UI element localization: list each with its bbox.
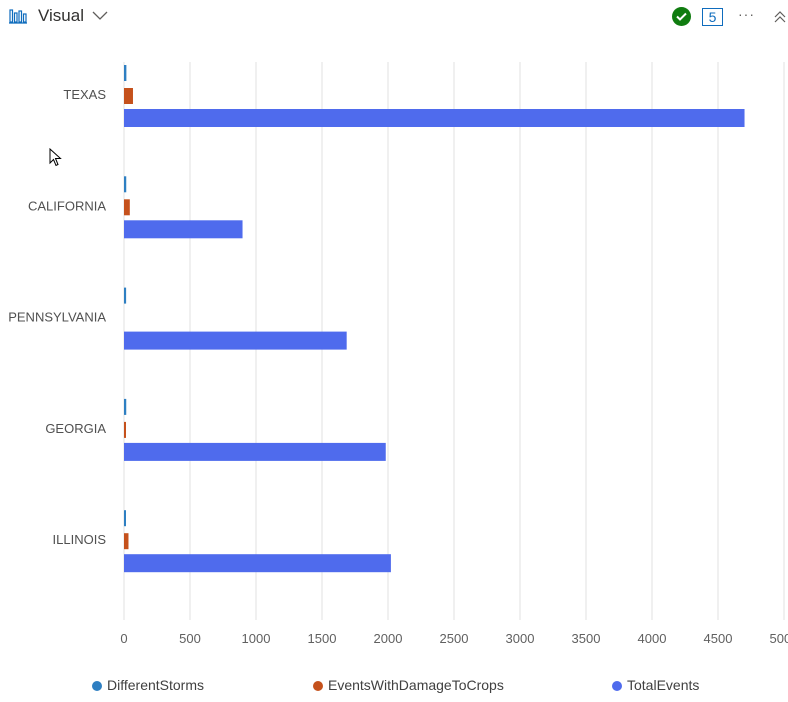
bar-EventsWithDamageToCrops-california[interactable] <box>124 199 130 216</box>
bar-TotalEvents-georgia[interactable] <box>124 442 386 461</box>
x-tick-label: 2500 <box>440 631 469 646</box>
x-tick-label: 5000 <box>770 631 788 646</box>
bar-DifferentStorms-california[interactable] <box>124 176 127 193</box>
bar-TotalEvents-texas[interactable] <box>124 109 745 127</box>
legend-label: EventsWithDamageToCrops <box>328 677 504 693</box>
x-tick-label: 0 <box>120 631 127 646</box>
chevron-down-icon[interactable] <box>92 10 108 22</box>
success-check-icon <box>672 7 691 26</box>
mouse-pointer-icon <box>49 148 62 167</box>
visual-header: Visual 5 ··· <box>0 0 788 34</box>
category-labels: TEXAS CALIFORNIA PENNSYLVANIA GEORGIA ILLINO… <box>8 87 106 547</box>
bar-DifferentStorms-georgia[interactable] <box>124 398 127 415</box>
collapse-up-icon[interactable] <box>774 10 786 24</box>
bar-EventsWithDamageToCrops-illinois[interactable] <box>124 533 129 550</box>
bar-TotalEvents-california[interactable] <box>124 220 243 239</box>
legend-dot-icon <box>313 681 323 691</box>
x-axis-tick-labels: 0 500 1000 1500 2000 2500 3000 3500 4000 4500 5000 <box>120 631 788 646</box>
category-label: GEORGIA <box>45 421 106 436</box>
bar-EventsWithDamageToCrops-texas[interactable] <box>124 88 133 104</box>
bar-DifferentStorms-illinois[interactable] <box>124 510 126 527</box>
category-label: ILLINOIS <box>53 532 107 547</box>
category-label: CALIFORNIA <box>28 198 106 213</box>
x-tick-label: 4500 <box>704 631 733 646</box>
legend-item[interactable]: EventsWithDamageToCrops <box>313 677 504 693</box>
bar-DifferentStorms-texas[interactable] <box>124 65 127 81</box>
bar-DifferentStorms-pennsylvania[interactable] <box>124 287 127 304</box>
x-tick-label: 3000 <box>506 631 535 646</box>
legend-item[interactable]: DifferentStorms <box>92 677 204 693</box>
bar-TotalEvents-illinois[interactable] <box>124 554 391 573</box>
category-label: PENNSYLVANIA <box>8 310 106 325</box>
x-tick-label: 1500 <box>308 631 337 646</box>
x-tick-label: 3500 <box>572 631 601 646</box>
legend-label: TotalEvents <box>627 677 700 693</box>
x-tick-label: 4000 <box>638 631 667 646</box>
more-options-icon[interactable]: ··· <box>738 6 755 22</box>
visual-title: Visual <box>38 6 84 25</box>
bar-chart: TEXAS CALIFORNIA PENNSYLVANIA GEORGIA ILLINO… <box>8 62 788 646</box>
legend-dot-icon <box>612 681 622 691</box>
x-tick-label: 1000 <box>242 631 271 646</box>
legend-dot-icon <box>92 681 102 691</box>
bar-EventsWithDamageToCrops-georgia[interactable] <box>124 421 126 438</box>
bar-TotalEvents-pennsylvania[interactable] <box>124 331 347 350</box>
category-label: TEXAS <box>63 87 106 102</box>
bar-series-group[interactable] <box>124 65 745 573</box>
bar-chart-icon <box>9 9 27 24</box>
legend-item[interactable]: TotalEvents <box>612 677 699 693</box>
x-tick-label: 500 <box>179 631 201 646</box>
legend-label: DifferentStorms <box>107 677 204 693</box>
x-tick-label: 2000 <box>374 631 403 646</box>
result-count-badge[interactable]: 5 <box>702 8 723 26</box>
